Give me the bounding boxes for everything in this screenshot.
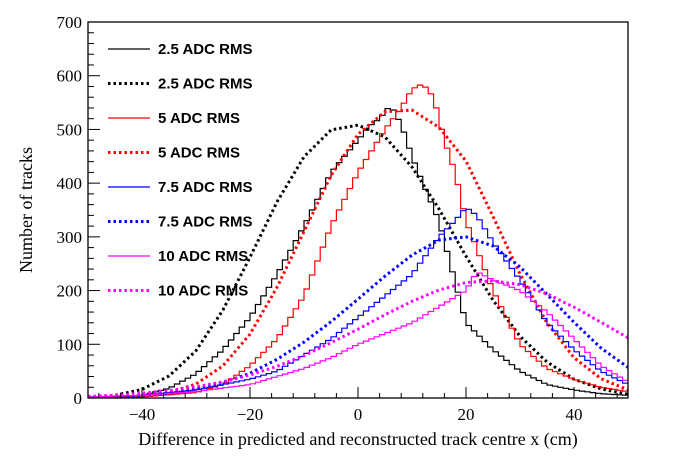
legend: 2.5 ADC RMS 2.5 ADC RMS 5 ADC RMS 5 ADC RMS…	[108, 41, 252, 300]
y-tick-label: 0	[74, 389, 83, 408]
series-4-histogram	[88, 208, 628, 398]
plot-series	[88, 84, 628, 398]
series-7-fit-curve	[88, 279, 628, 398]
legend-label: 10 ADC RMS	[158, 248, 248, 265]
y-tick-label: 600	[57, 67, 83, 86]
series-3-fit-curve	[88, 108, 628, 398]
x-tick-label: 20	[458, 405, 475, 424]
series-6-histogram	[88, 272, 628, 398]
x-axis-title: Difference in predicted and reconstructe…	[138, 429, 577, 450]
legend-label: 2.5 ADC RMS	[158, 76, 252, 93]
series-5-fit-curve	[88, 235, 628, 398]
series-1-fit-curve	[88, 123, 628, 398]
y-axis-title: Number of tracks	[16, 147, 36, 273]
series-2-histogram	[88, 84, 628, 398]
legend-label: 7.5 ADC RMS	[158, 214, 252, 231]
y-tick-label: 400	[57, 174, 83, 193]
y-tick-label: 200	[57, 282, 83, 301]
x-tick-label: 0	[354, 405, 363, 424]
legend-label: 10 ADC RMS	[158, 283, 248, 300]
legend-label: 5 ADC RMS	[158, 110, 240, 127]
y-tick-label: 300	[57, 228, 83, 247]
x-tick-label: 40	[566, 405, 583, 424]
y-tick-label: 700	[57, 13, 83, 32]
y-tick-label: 100	[57, 335, 83, 354]
series-0-histogram	[88, 108, 628, 398]
y-tick-label: 500	[57, 120, 83, 139]
legend-label: 5 ADC RMS	[158, 145, 240, 162]
x-tick-label: −40	[129, 405, 156, 424]
x-tick-label: −20	[237, 405, 264, 424]
legend-label: 7.5 ADC RMS	[158, 179, 252, 196]
legend-label: 2.5 ADC RMS	[158, 41, 252, 58]
